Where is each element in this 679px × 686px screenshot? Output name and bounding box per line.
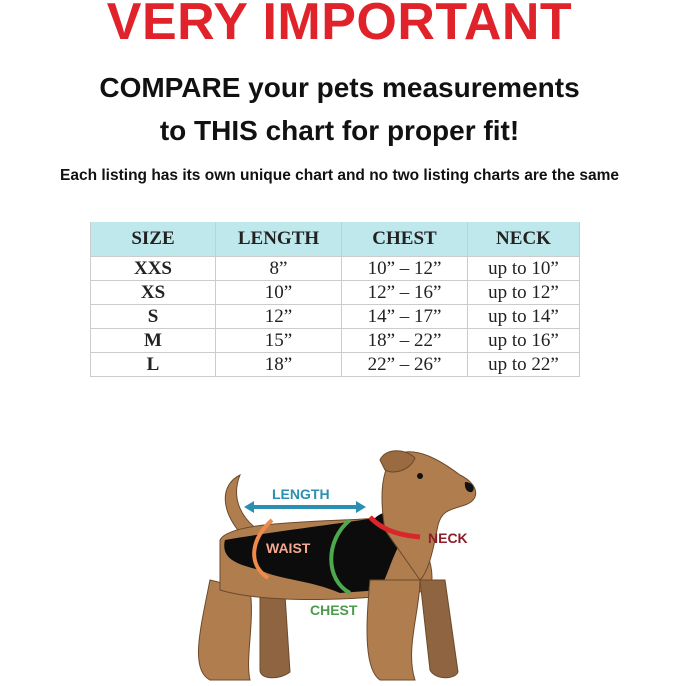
cell-length: 8” — [215, 256, 342, 281]
cell-chest: 12” – 16” — [341, 280, 468, 305]
table-row: M 15” 18” – 22” up to 16” — [90, 328, 580, 353]
neck-arrow — [368, 515, 421, 540]
length-arrow — [244, 501, 366, 513]
cell-length: 10” — [215, 280, 342, 305]
subheadline-line1: COMPARE your pets measurements — [99, 72, 580, 103]
header-size: SIZE — [90, 222, 216, 257]
neck-label: NECK — [428, 530, 468, 546]
table-row: L 18” 22” – 26” up to 22” — [90, 352, 580, 377]
cell-size: M — [90, 328, 216, 353]
cell-neck: up to 16” — [467, 328, 580, 353]
cell-neck: up to 14” — [467, 304, 580, 329]
headline: VERY IMPORTANT — [106, 0, 573, 51]
table-header-row: SIZE LENGTH CHEST NECK — [90, 222, 580, 257]
dog-illustration — [198, 450, 477, 681]
cell-neck: up to 10” — [467, 256, 580, 281]
cell-size: L — [90, 352, 216, 377]
dog-measurement-diagram: LENGTH WAIST CHEST NECK — [198, 450, 477, 681]
cell-chest: 14” – 17” — [341, 304, 468, 329]
table-row: XS 10” 12” – 16” up to 12” — [90, 280, 580, 305]
length-label: LENGTH — [272, 486, 330, 502]
size-chart-table: SIZE LENGTH CHEST NECK XXS 8” 10” – 12” up … — [90, 222, 580, 377]
header-neck: NECK — [467, 222, 580, 257]
cell-neck: up to 22” — [467, 352, 580, 377]
cell-neck: up to 12” — [467, 280, 580, 305]
header-length: LENGTH — [215, 222, 342, 257]
table-row: XXS 8” 10” – 12” up to 10” — [90, 256, 580, 281]
subheadline-line2: to THIS chart for proper fit! — [159, 115, 520, 146]
waist-arrow — [252, 518, 274, 580]
chest-arrow — [329, 518, 352, 595]
cell-length: 12” — [215, 304, 342, 329]
chest-label: CHEST — [310, 602, 358, 618]
waist-label: WAIST — [266, 540, 311, 556]
note: Each listing has its own unique chart an… — [60, 167, 619, 184]
cell-length: 15” — [215, 328, 342, 353]
header-chest: CHEST — [341, 222, 468, 257]
cell-chest: 10” – 12” — [341, 256, 468, 281]
table-row: S 12” 14” – 17” up to 14” — [90, 304, 580, 329]
cell-size: XXS — [90, 256, 216, 281]
cell-chest: 22” – 26” — [341, 352, 468, 377]
cell-size: XS — [90, 280, 216, 305]
cell-length: 18” — [215, 352, 342, 377]
cell-size: S — [90, 304, 216, 329]
cell-chest: 18” – 22” — [341, 328, 468, 353]
